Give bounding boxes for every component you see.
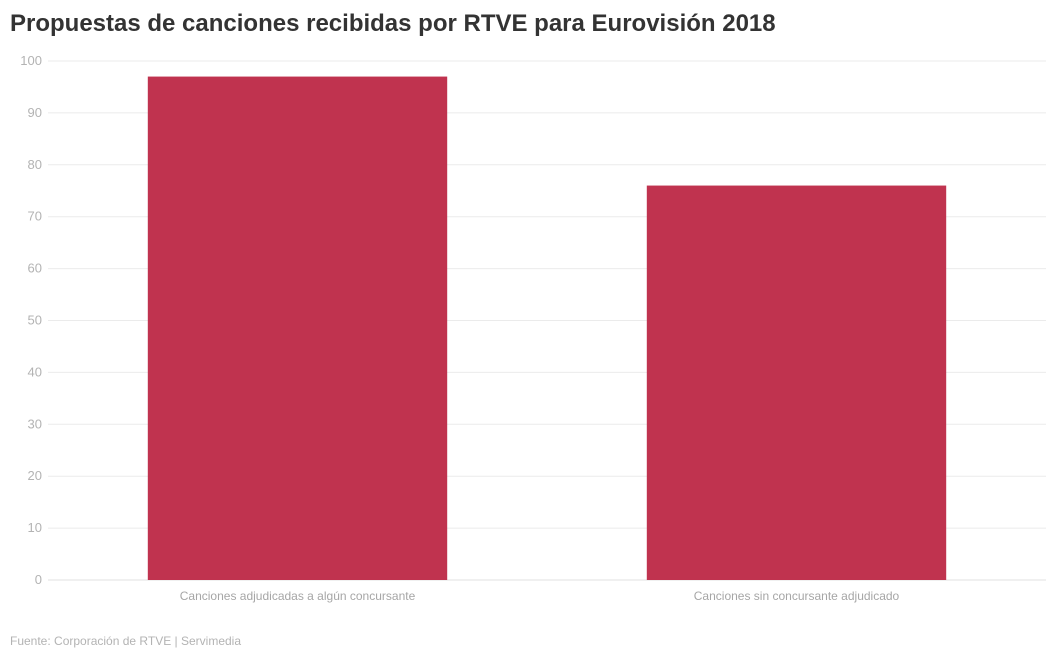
source-note: Fuente: Corporación de RTVE | Servimedia [10,634,242,648]
y-tick-label: 70 [28,209,42,224]
y-tick-label: 80 [28,157,42,172]
y-tick-label: 60 [28,261,42,276]
y-tick-label: 20 [28,468,42,483]
bar [147,76,448,580]
y-tick-label: 10 [28,520,42,535]
bar [646,185,947,580]
y-tick-label: 0 [35,572,42,587]
y-tick-label: 40 [28,364,42,379]
y-tick-label: 100 [20,53,42,68]
y-tick-label: 30 [28,416,42,431]
x-category-label: Canciones adjudicadas a algún concursant… [180,589,416,603]
x-category-label: Canciones sin concursante adjudicado [694,589,900,603]
bars [147,76,947,580]
category-labels: Canciones adjudicadas a algún concursant… [180,589,900,603]
chart-title: Propuestas de canciones recibidas por RT… [10,10,776,37]
y-tick-label: 90 [28,105,42,120]
y-tick-label: 50 [28,313,42,328]
